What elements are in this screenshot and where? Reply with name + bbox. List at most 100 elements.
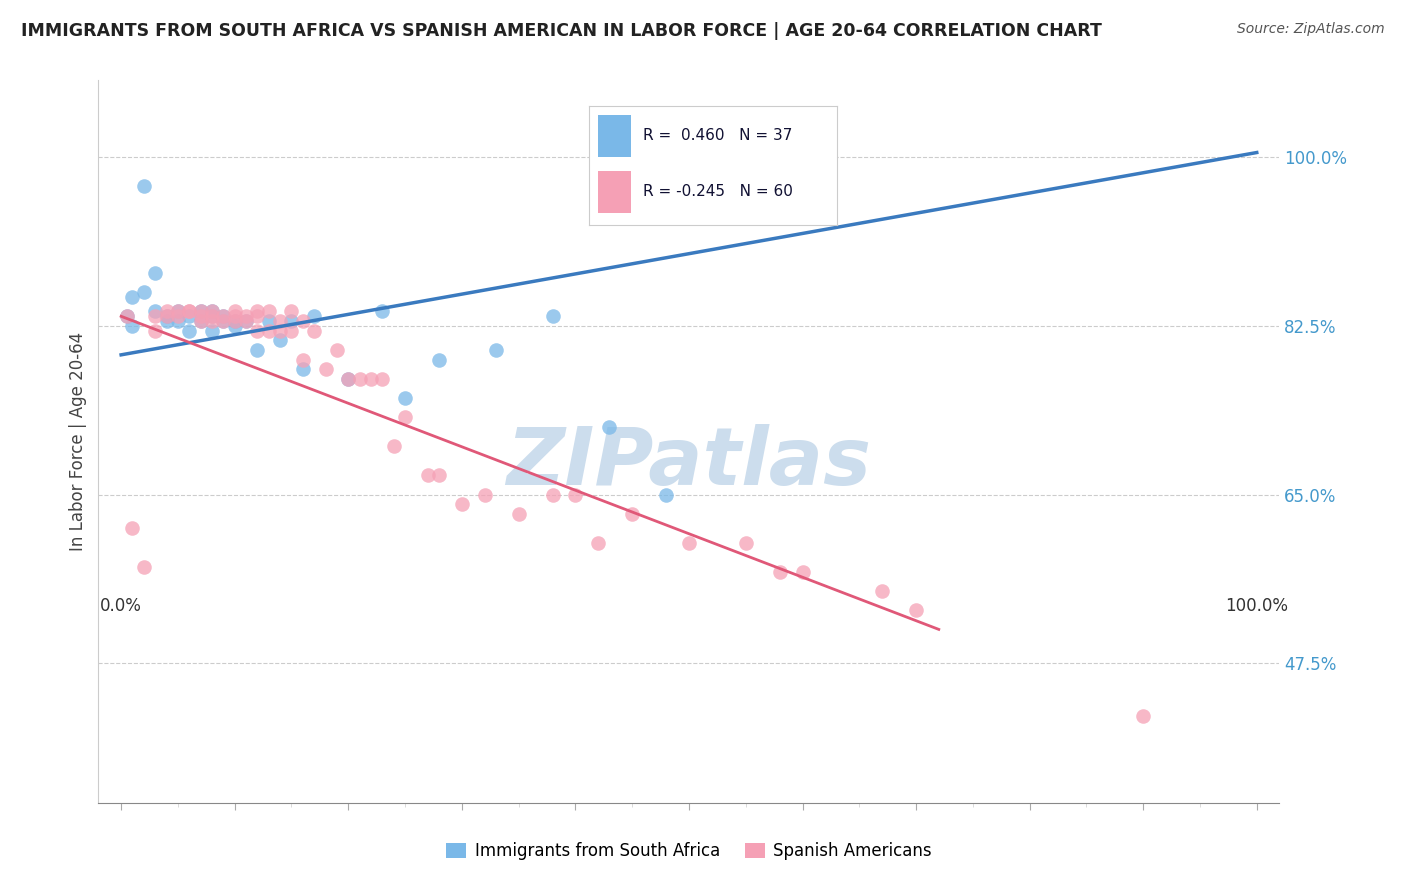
Point <box>394 410 416 425</box>
Legend: Immigrants from South Africa, Spanish Americans: Immigrants from South Africa, Spanish Am… <box>440 836 938 867</box>
Point <box>302 324 325 338</box>
Point <box>769 565 792 579</box>
Point <box>280 324 302 338</box>
Point <box>201 310 224 324</box>
Point <box>190 304 212 318</box>
Point <box>291 362 314 376</box>
Point <box>224 318 246 333</box>
Point <box>302 310 325 324</box>
Point <box>201 304 224 318</box>
Point <box>485 343 508 357</box>
Point <box>371 304 394 318</box>
Point <box>382 439 405 453</box>
Point <box>246 324 269 338</box>
Point <box>212 314 235 328</box>
Point <box>212 310 235 324</box>
Text: Source: ZipAtlas.com: Source: ZipAtlas.com <box>1237 22 1385 37</box>
Point <box>257 324 280 338</box>
Point <box>394 391 416 405</box>
Point <box>201 324 224 338</box>
Point <box>201 314 224 328</box>
Point <box>474 487 496 501</box>
Point <box>155 310 177 324</box>
Text: 100.0%: 100.0% <box>1225 597 1288 615</box>
Point <box>870 583 893 598</box>
Point <box>155 310 177 324</box>
Point <box>224 304 246 318</box>
Point <box>598 420 620 434</box>
Point <box>235 310 257 324</box>
Point <box>179 310 201 324</box>
Point <box>212 310 235 324</box>
Point <box>564 487 586 501</box>
Point <box>224 310 246 324</box>
Point <box>201 304 224 318</box>
Point <box>337 372 360 386</box>
Point <box>121 521 143 535</box>
Point <box>416 468 439 483</box>
Point <box>586 535 609 549</box>
Point <box>337 372 360 386</box>
Point <box>190 314 212 328</box>
Point <box>143 304 166 318</box>
Point <box>269 324 291 338</box>
Text: IMMIGRANTS FROM SOUTH AFRICA VS SPANISH AMERICAN IN LABOR FORCE | AGE 20-64 CORR: IMMIGRANTS FROM SOUTH AFRICA VS SPANISH … <box>21 22 1102 40</box>
Point <box>143 324 166 338</box>
Point <box>115 310 138 324</box>
Point <box>508 507 530 521</box>
Point <box>269 334 291 348</box>
Point <box>179 324 201 338</box>
Point <box>132 179 155 194</box>
Point <box>235 314 257 328</box>
Point <box>121 290 143 304</box>
Point <box>269 314 291 328</box>
Point <box>360 372 382 386</box>
Point <box>257 304 280 318</box>
Point <box>291 352 314 367</box>
Point <box>121 318 143 333</box>
Point <box>280 304 302 318</box>
Point <box>190 304 212 318</box>
Point <box>201 310 224 324</box>
Point <box>143 266 166 280</box>
Point <box>167 304 190 318</box>
Point <box>291 314 314 328</box>
Point <box>541 487 564 501</box>
Point <box>427 352 450 367</box>
Point <box>143 310 166 324</box>
Point <box>115 310 138 324</box>
Point <box>246 304 269 318</box>
Y-axis label: In Labor Force | Age 20-64: In Labor Force | Age 20-64 <box>69 332 87 551</box>
Point <box>280 314 302 328</box>
Point <box>541 310 564 324</box>
Point <box>678 535 700 549</box>
Point <box>167 310 190 324</box>
Point <box>224 314 246 328</box>
Point <box>349 372 371 386</box>
Point <box>621 507 644 521</box>
Point <box>167 314 190 328</box>
Point <box>246 343 269 357</box>
Point <box>427 468 450 483</box>
Point <box>1132 709 1154 723</box>
Text: ZIPatlas: ZIPatlas <box>506 425 872 502</box>
Point <box>371 372 394 386</box>
Point <box>905 603 928 617</box>
Point <box>190 314 212 328</box>
Point <box>235 314 257 328</box>
Point <box>212 314 235 328</box>
Point <box>132 285 155 300</box>
Point <box>792 565 814 579</box>
Point <box>179 304 201 318</box>
Text: 0.0%: 0.0% <box>100 597 142 615</box>
Point <box>224 314 246 328</box>
Point <box>326 343 349 357</box>
Point <box>315 362 337 376</box>
Point <box>257 314 280 328</box>
Point <box>246 310 269 324</box>
Point <box>179 304 201 318</box>
Point <box>734 535 756 549</box>
Point <box>450 497 472 511</box>
Point <box>155 304 177 318</box>
Point <box>155 314 177 328</box>
